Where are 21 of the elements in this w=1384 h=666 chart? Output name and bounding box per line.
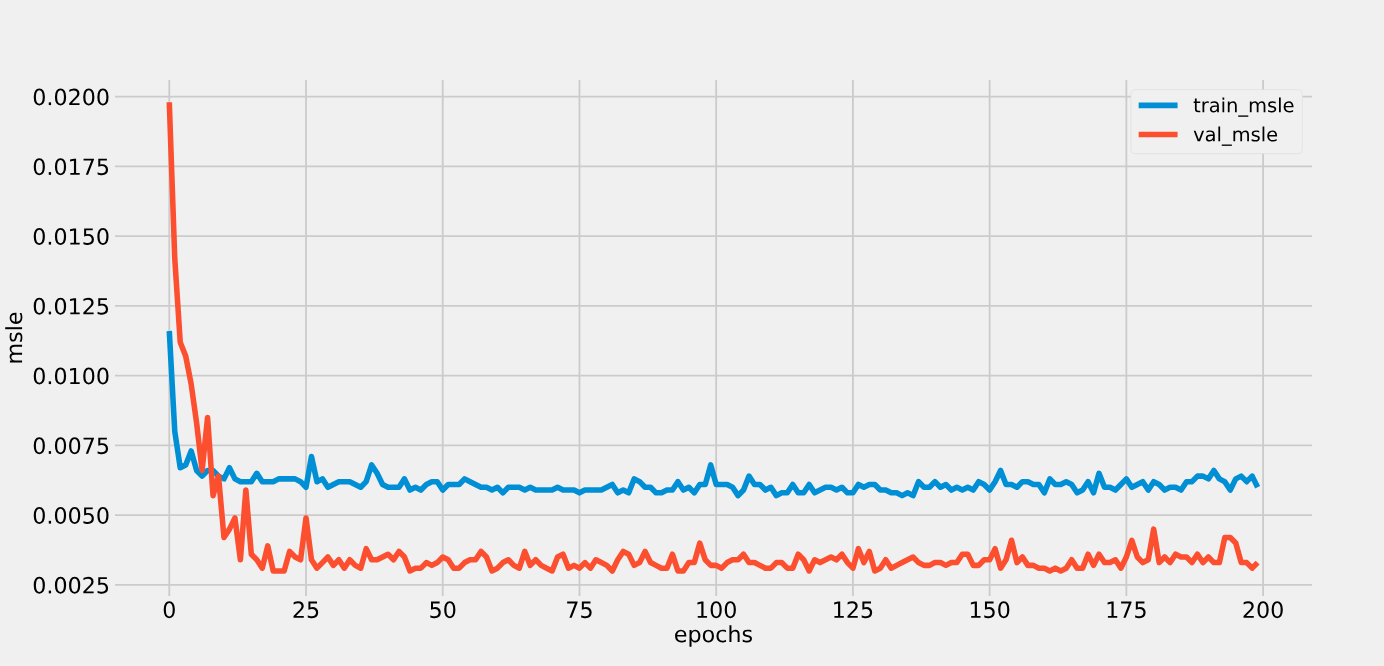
y-tick-label: 0.0175 bbox=[33, 158, 109, 176]
legend-label: train_msle bbox=[1193, 97, 1294, 117]
y-tick-label: 0.0200 bbox=[33, 88, 109, 106]
y-tick-label: 0.0025 bbox=[33, 576, 109, 594]
legend-label: val_msle bbox=[1193, 126, 1278, 146]
y-tick-label: 0.0150 bbox=[33, 228, 109, 245]
y-tick-label: 0.0050 bbox=[33, 507, 109, 524]
x-tick-label: 75 bbox=[567, 601, 592, 619]
x-tick-label: 25 bbox=[293, 601, 319, 619]
y-tick-label: 0.0125 bbox=[33, 297, 109, 315]
x-tick-label: 0 bbox=[163, 601, 175, 619]
y-tick-label: 0.0075 bbox=[33, 437, 109, 455]
x-tick-label: 100 bbox=[697, 601, 736, 619]
x-tick-label: 175 bbox=[1107, 601, 1146, 619]
y-tick-label: 0.0100 bbox=[33, 367, 109, 385]
x-tick-label: 200 bbox=[1243, 601, 1283, 619]
x-tick-label: 125 bbox=[834, 601, 873, 619]
x-tick-label: 150 bbox=[970, 601, 1010, 619]
y-axis-title: msle bbox=[5, 312, 23, 363]
x-tick-label: 50 bbox=[430, 601, 456, 619]
x-axis-title: epochs bbox=[675, 625, 752, 647]
